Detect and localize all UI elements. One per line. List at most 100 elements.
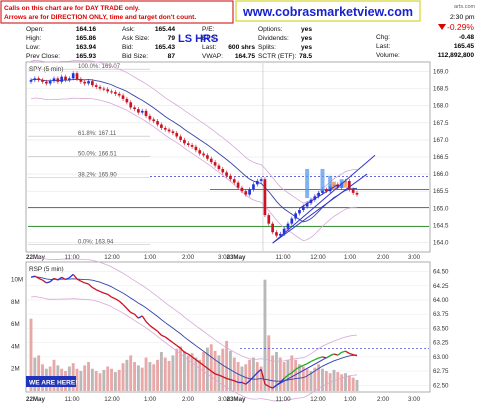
quote-label: EPS:: [202, 35, 217, 42]
quote-value: yes: [301, 26, 312, 33]
site-url[interactable]: www.cobrasmarketview.com: [242, 5, 413, 19]
volume-bar: [275, 352, 278, 391]
price-segment: [303, 363, 308, 366]
quote-value: 87: [168, 53, 176, 60]
volume-tick-label: 10M: [11, 277, 23, 284]
candle-body: [298, 209, 301, 214]
volume-tick-label: 4M: [11, 343, 20, 350]
price-segment: [333, 353, 339, 356]
volume-bar: [344, 373, 347, 391]
volume-bar: [83, 365, 87, 391]
quote-value: 165.45: [454, 43, 475, 50]
price-segment: [130, 311, 135, 315]
candle-body: [152, 119, 156, 122]
quote-label: Last:: [376, 43, 390, 50]
candle-body: [255, 180, 259, 185]
candle-body: [175, 133, 179, 137]
price-segment: [272, 384, 277, 389]
quote-value: 164.75: [235, 53, 256, 60]
lower-band: [30, 296, 358, 402]
volume-bar: [90, 368, 94, 391]
candle-body: [282, 228, 286, 234]
candle-body: [259, 179, 263, 181]
candle-body: [87, 81, 90, 84]
candle-body: [317, 192, 320, 197]
price-segment: [57, 276, 63, 281]
candle-body: [336, 184, 340, 188]
volume-bar: [271, 355, 275, 391]
volume-bar: [106, 366, 110, 391]
x-tick-label: 2:00: [182, 254, 195, 261]
price-segment: [95, 289, 101, 293]
candle-body: [156, 121, 159, 125]
y-tick-label: 64.25: [433, 283, 449, 290]
candle-body: [202, 153, 205, 156]
volume-bar: [94, 370, 98, 391]
x-tick-label: 12:00: [104, 254, 120, 261]
volume-bar: [125, 359, 129, 391]
price-segment: [337, 351, 343, 356]
x-tick-label: 3:00: [218, 396, 231, 403]
fib-label: 38.2%: 165.90: [78, 173, 117, 179]
we-are-here-label: WE ARE HERE!: [29, 380, 77, 387]
price-segment: [264, 383, 270, 388]
price-segment: [145, 321, 151, 327]
notice-line-2: Arrows are for DIRECTION ONLY, time and …: [4, 14, 196, 21]
price-segment: [260, 369, 266, 385]
candle-body: [144, 110, 148, 116]
candle-body: [313, 196, 317, 200]
price-segment: [38, 277, 43, 281]
volume-bar: [152, 364, 156, 391]
candle-body: [198, 150, 202, 154]
volume-bar: [133, 362, 136, 391]
price-segment: [268, 385, 273, 389]
y-tick-label: 165.0: [433, 205, 449, 212]
price-segment: [349, 352, 354, 356]
candle-body: [83, 81, 87, 84]
volume-bar: [121, 363, 125, 391]
price-segment: [341, 350, 346, 353]
candle-body: [263, 179, 267, 216]
price-segment: [214, 373, 220, 376]
y-tick-label: 64.00: [433, 297, 449, 304]
candle-body: [240, 187, 244, 192]
price-segment: [287, 372, 293, 376]
volume-bar: [267, 335, 271, 391]
candle-body: [305, 203, 309, 207]
candle-body: [94, 85, 98, 87]
y-tick-label: 64.50: [433, 269, 449, 276]
quote-label: Open:: [26, 26, 44, 33]
price-segment: [72, 273, 78, 280]
we-are-here-box: [26, 376, 76, 387]
candle-body: [179, 136, 182, 140]
volume-bar: [140, 367, 144, 391]
trend-line-lower: [272, 173, 368, 244]
quote-value: 165.86: [76, 35, 97, 42]
volume-bar: [198, 359, 202, 391]
candle-body: [60, 76, 64, 82]
price-segment: [245, 380, 251, 385]
candle-body: [52, 78, 56, 82]
volume-bar: [186, 355, 190, 391]
y-tick-label: 63.75: [433, 311, 449, 318]
quote-value: 600 shrs: [228, 44, 255, 51]
volume-bar: [221, 348, 225, 391]
y-tick-label: 166.0: [433, 171, 449, 178]
volume-bar: [294, 359, 298, 391]
highlight-bar: [328, 175, 333, 190]
quote-label: Volume:: [376, 52, 400, 59]
volume-bar: [194, 357, 198, 391]
volume-bar: [179, 346, 183, 391]
price-segment: [279, 378, 285, 383]
price-segment: [184, 351, 189, 355]
volume-bar: [52, 359, 56, 391]
price-segment: [306, 360, 312, 365]
notice-box: [0, 0, 234, 24]
price-segment: [115, 298, 120, 302]
quote-label: VWAP:: [202, 53, 223, 60]
candle-body: [91, 81, 94, 86]
quote-value: yes: [301, 44, 312, 51]
fib-label: 61.8%: 167.11: [78, 131, 117, 137]
